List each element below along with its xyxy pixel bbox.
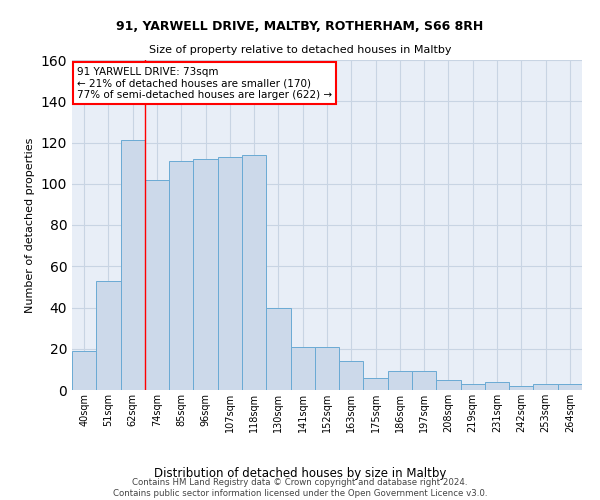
Bar [509,386,533,390]
Text: Contains HM Land Registry data © Crown copyright and database right 2024.
Contai: Contains HM Land Registry data © Crown c… [113,478,487,498]
Bar [169,161,193,390]
Text: 91, YARWELL DRIVE, MALTBY, ROTHERHAM, S66 8RH: 91, YARWELL DRIVE, MALTBY, ROTHERHAM, S6… [116,20,484,33]
Bar [193,159,218,390]
Bar [412,372,436,390]
Bar [242,155,266,390]
Bar [558,384,582,390]
Bar [315,346,339,390]
Y-axis label: Number of detached properties: Number of detached properties [25,138,35,312]
Text: Size of property relative to detached houses in Maltby: Size of property relative to detached ho… [149,45,451,55]
Bar [96,280,121,390]
Text: Distribution of detached houses by size in Maltby: Distribution of detached houses by size … [154,467,446,480]
Bar [339,361,364,390]
Bar [388,372,412,390]
Text: 91 YARWELL DRIVE: 73sqm
← 21% of detached houses are smaller (170)
77% of semi-d: 91 YARWELL DRIVE: 73sqm ← 21% of detache… [77,66,332,100]
Bar [72,351,96,390]
Bar [485,382,509,390]
Bar [121,140,145,390]
Bar [533,384,558,390]
Bar [266,308,290,390]
Bar [290,346,315,390]
Bar [145,180,169,390]
Bar [461,384,485,390]
Bar [436,380,461,390]
Bar [364,378,388,390]
Bar [218,157,242,390]
